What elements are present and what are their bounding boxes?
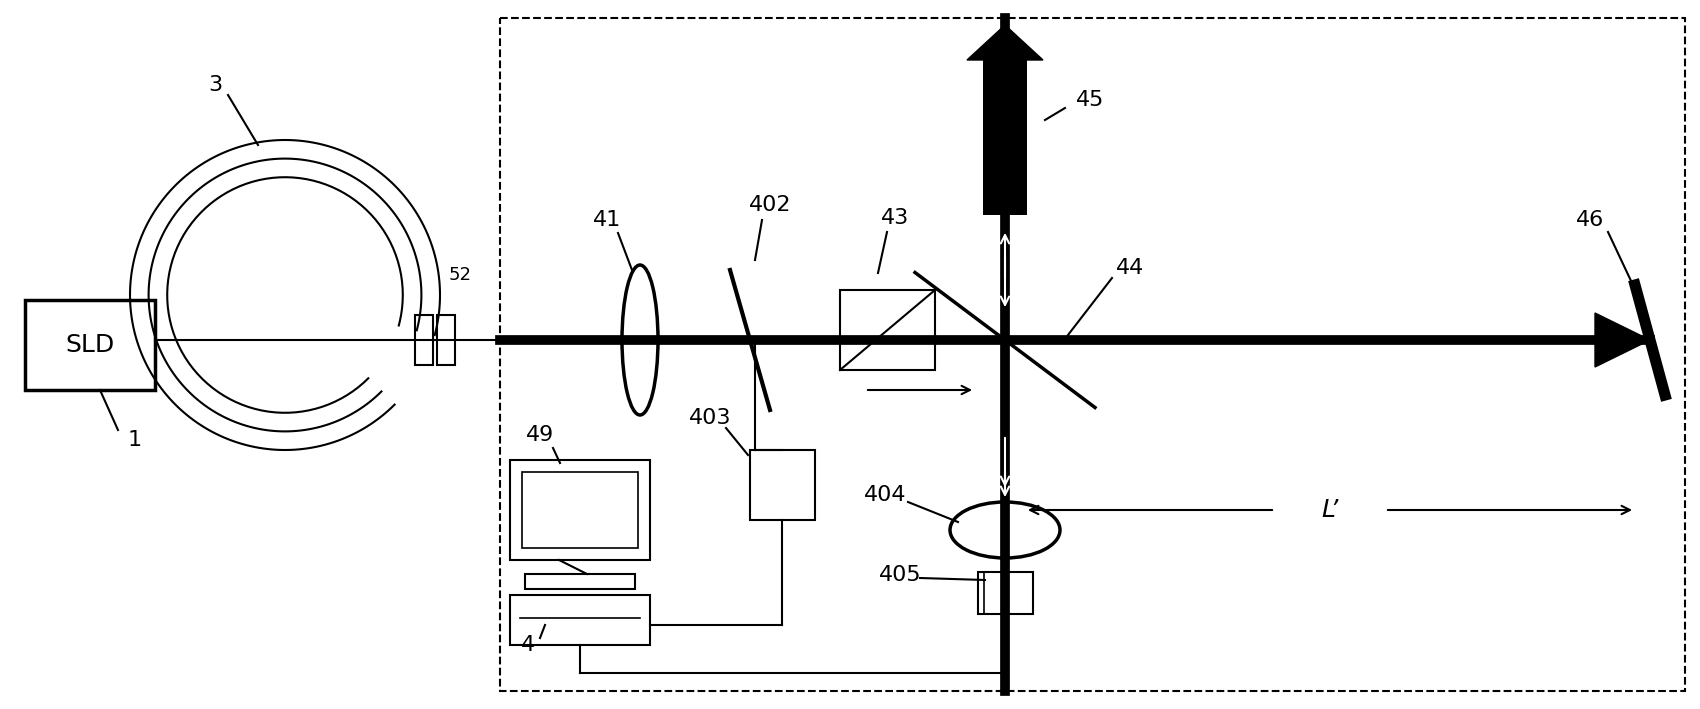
Text: 1: 1 bbox=[128, 430, 143, 450]
Text: 3: 3 bbox=[207, 75, 223, 95]
Text: 45: 45 bbox=[1076, 90, 1105, 110]
Text: L’: L’ bbox=[1321, 498, 1338, 522]
Bar bbox=[26, 300, 155, 390]
Text: 41: 41 bbox=[593, 210, 620, 230]
Text: 43: 43 bbox=[881, 208, 910, 228]
Bar bbox=[415, 315, 434, 365]
Text: 4: 4 bbox=[520, 635, 536, 655]
Bar bbox=[983, 55, 1027, 215]
Bar bbox=[510, 595, 649, 645]
Bar bbox=[525, 574, 636, 589]
Text: 403: 403 bbox=[688, 408, 731, 428]
Bar bbox=[750, 450, 814, 520]
Bar bbox=[522, 472, 638, 548]
Text: 404: 404 bbox=[864, 485, 906, 505]
Text: SLD: SLD bbox=[65, 333, 114, 357]
Bar bbox=[437, 315, 456, 365]
Bar bbox=[510, 460, 649, 560]
Bar bbox=[500, 18, 1685, 691]
Text: 405: 405 bbox=[879, 565, 921, 585]
Text: 402: 402 bbox=[748, 195, 790, 215]
Bar bbox=[840, 290, 935, 370]
Text: 52: 52 bbox=[449, 266, 471, 284]
Text: 44: 44 bbox=[1115, 258, 1144, 278]
Text: 49: 49 bbox=[525, 425, 554, 445]
Ellipse shape bbox=[622, 265, 658, 415]
Bar bbox=[977, 572, 1034, 614]
Polygon shape bbox=[1595, 313, 1651, 367]
Ellipse shape bbox=[950, 502, 1061, 558]
Text: 46: 46 bbox=[1576, 210, 1605, 230]
Polygon shape bbox=[967, 25, 1044, 60]
